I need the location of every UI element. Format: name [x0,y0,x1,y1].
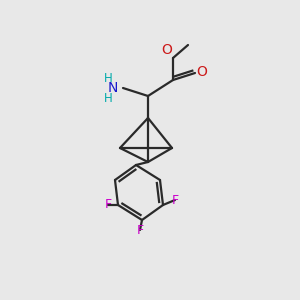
Text: O: O [196,65,207,79]
Text: H: H [103,71,112,85]
Text: F: F [171,194,178,206]
Text: O: O [162,43,172,57]
Text: N: N [108,81,118,95]
Text: F: F [136,224,144,236]
Text: F: F [104,199,112,212]
Text: H: H [103,92,112,104]
